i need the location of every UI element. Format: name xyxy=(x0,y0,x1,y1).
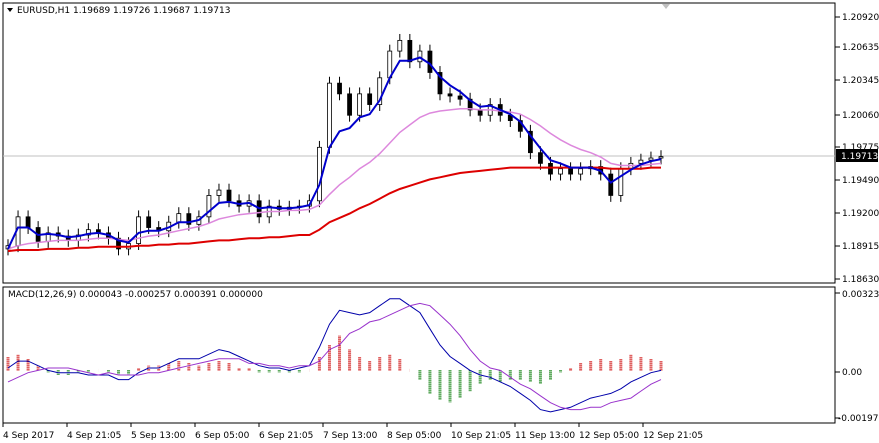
time-tick: 10 Sep 21:05 xyxy=(451,431,511,441)
candle xyxy=(447,93,453,97)
candle xyxy=(648,157,654,161)
candle xyxy=(367,93,373,105)
candle xyxy=(357,93,363,116)
candle xyxy=(206,195,212,218)
candle xyxy=(558,168,563,175)
price-tick: 1.19200 xyxy=(842,209,879,219)
price-panel-header: EURUSD,H1 1.19689 1.19726 1.19687 1.1971… xyxy=(17,6,230,16)
shift-marker-icon[interactable] xyxy=(662,4,670,9)
time-tick: 4 Sep 21:05 xyxy=(67,431,121,441)
candle xyxy=(317,146,322,202)
fast-ma-line xyxy=(7,56,662,250)
candle xyxy=(568,168,573,175)
candle xyxy=(116,237,121,250)
price-tick: 1.19490 xyxy=(842,176,879,186)
macd-tick: 0.00323 xyxy=(842,290,879,300)
candle xyxy=(437,72,443,95)
macd-plot xyxy=(6,298,663,413)
candle xyxy=(136,216,142,244)
current-price-marker xyxy=(836,149,878,162)
candle xyxy=(528,130,533,154)
candle xyxy=(548,162,553,175)
candle xyxy=(176,213,182,223)
macd-panel-header: MACD(12,26,9) 0.000043 -0.000257 0.00039… xyxy=(8,290,263,300)
price-panel-frame xyxy=(2,2,836,284)
candle xyxy=(337,82,342,95)
candle xyxy=(658,156,664,159)
macd-line xyxy=(7,298,662,413)
candle xyxy=(608,173,614,196)
time-tick: 8 Sep 05:00 xyxy=(387,431,442,441)
time-tick: 12 Sep 21:05 xyxy=(643,431,703,441)
candle xyxy=(457,95,463,100)
macd-axis: 0.00323 0.00 -0.001976 xyxy=(835,290,879,424)
candle xyxy=(146,216,152,228)
candle xyxy=(578,168,584,175)
time-tick: 4 Sep 2017 xyxy=(3,431,54,441)
candle xyxy=(186,213,192,225)
price-axis: 1.20920 1.20635 1.20345 1.20060 1.19775 … xyxy=(835,13,879,285)
candle xyxy=(25,216,31,228)
candle xyxy=(327,82,332,148)
price-tick: 1.20060 xyxy=(842,111,879,121)
macd-histogram xyxy=(6,335,663,403)
dropdown-arrow-icon[interactable] xyxy=(7,8,13,12)
current-price-label: 1.19713 xyxy=(841,152,878,162)
macd-tick: -0.001976 xyxy=(838,414,879,424)
time-tick: 12 Sep 05:00 xyxy=(579,431,639,441)
candle xyxy=(417,50,423,63)
signal-line xyxy=(7,302,662,411)
price-tick: 1.19775 xyxy=(842,143,879,153)
price-tick: 1.18630 xyxy=(842,275,879,285)
macd-panel-frame xyxy=(2,286,836,424)
time-tick: 6 Sep 05:00 xyxy=(195,431,250,441)
price-plot xyxy=(3,33,835,256)
price-tick: 1.18915 xyxy=(842,242,879,252)
price-tick: 1.20345 xyxy=(842,76,879,86)
macd-tick: 0.00 xyxy=(842,368,862,378)
candle xyxy=(85,229,91,236)
candle xyxy=(477,109,483,116)
candle xyxy=(377,77,383,105)
candle xyxy=(427,50,433,73)
price-tick: 1.20635 xyxy=(842,43,879,53)
long-ma-line xyxy=(7,166,661,253)
time-tick: 5 Sep 13:00 xyxy=(131,431,186,441)
candle xyxy=(638,159,644,164)
time-tick: 6 Sep 21:05 xyxy=(259,431,313,441)
candle xyxy=(216,189,222,196)
candle xyxy=(407,39,413,63)
candle xyxy=(538,152,543,164)
candle xyxy=(618,168,624,196)
candle xyxy=(226,189,232,202)
time-tick: 11 Sep 13:00 xyxy=(515,431,575,441)
time-axis: 4 Sep 2017 4 Sep 21:05 5 Sep 13:00 6 Sep… xyxy=(2,423,703,441)
time-tick: 7 Sep 13:00 xyxy=(323,431,378,441)
price-tick: 1.20920 xyxy=(842,13,879,23)
candle xyxy=(397,39,403,52)
candle xyxy=(347,93,352,116)
